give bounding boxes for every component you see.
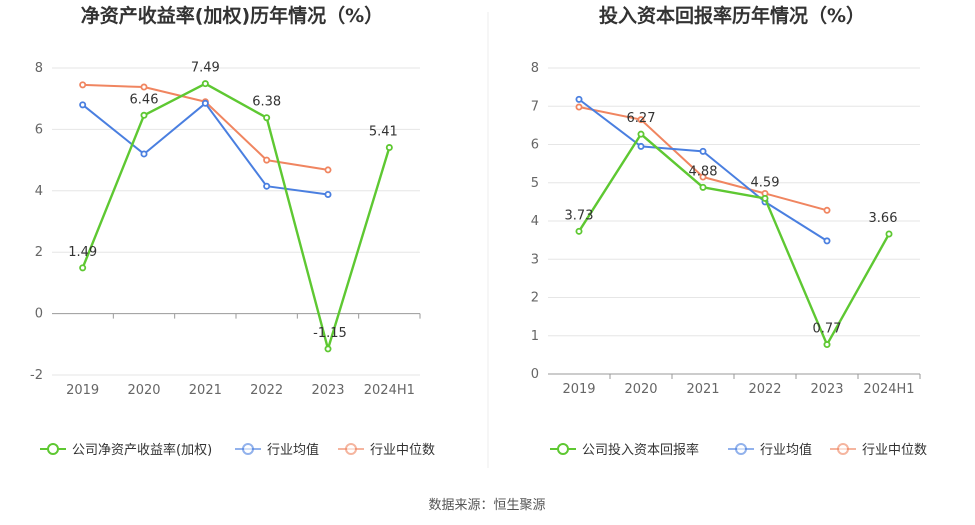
legend-marker [837,443,849,455]
roe-chart-panel: 净资产收益率(加权)历年情况（%） -2 0 2 4 6 8 2019 2020 2021 2022… [30,4,435,458]
data-label: 3.73 [565,208,594,223]
y-tick-label: 0 [35,307,43,322]
y-tick-label: 8 [35,61,43,76]
industry-average-point[interactable] [79,101,87,109]
legend-label: 公司投入资本回报率 [582,442,699,458]
roic-chart-panel: 投入资本回报率历年情况（%） 0 1 2 3 4 5 6 7 8 2019 2020 2021 2022 2… [531,4,927,458]
industry-median-point[interactable] [699,173,707,181]
company-point[interactable] [79,264,87,272]
x-tick-label: 2021 [686,382,719,397]
x-tick-label: 2020 [127,383,160,398]
y-tick-label: 2 [35,245,43,260]
x-tick-label: 2023 [810,382,843,397]
x-tick-label: 2024H1 [364,383,415,398]
company-point[interactable] [201,80,209,88]
legend-item-company[interactable]: 公司投入资本回报率 [550,442,699,458]
data-label: 7.49 [191,61,220,76]
y-tick-label: 4 [531,214,539,229]
company-point[interactable] [637,130,645,138]
data-label: 4.59 [751,175,780,190]
legend-item-industry-median[interactable]: 行业中位数 [830,443,927,458]
data-label: 0.77 [813,322,842,337]
data-label: 1.49 [68,245,97,260]
company-point[interactable] [324,345,332,353]
legend-marker [345,443,357,455]
y-tick-label: 2 [531,291,539,306]
x-tick-label: 2023 [311,383,344,398]
data-label: -1.15 [313,326,347,341]
y-tick-label: 4 [35,184,43,199]
data-source-label: 数据来源：恒生聚源 [428,498,545,513]
industry-average-point[interactable] [140,150,148,158]
company-point[interactable] [699,183,707,191]
industry-average-point[interactable] [201,99,209,107]
industry-median-point[interactable] [140,83,148,91]
company-point[interactable] [761,194,769,202]
legend-item-industry-average[interactable]: 行业均值 [728,442,812,458]
legend-item-industry-average[interactable]: 行业均值 [235,442,319,458]
y-tick-label: 8 [531,61,539,76]
legend-marker [557,443,569,455]
legend-marker [735,443,747,455]
legend-label: 行业中位数 [370,443,435,458]
industry-median-series-line [82,83,329,171]
company-point[interactable] [823,341,831,349]
legend-label: 行业均值 [760,442,812,458]
legend-label: 行业均值 [267,442,319,458]
legend-item-company[interactable]: 公司净资产收益率(加权) [40,442,212,458]
industry-median-point[interactable] [263,156,271,164]
company-point[interactable] [140,111,148,119]
company-series-line [81,82,391,351]
industry-average-series-line [82,102,329,196]
y-tick-label: 3 [531,252,539,267]
data-label: 4.88 [689,164,718,179]
chart-title: 净资产收益率(加权)历年情况（%） [81,4,383,27]
industry-median-point[interactable] [637,116,645,124]
industry-median-point[interactable] [823,206,831,214]
industry-average-point[interactable] [699,147,707,155]
y-tick-label: 5 [531,176,539,191]
y-tick-label: 1 [531,329,539,344]
data-label: 6.27 [627,111,656,126]
legend-item-industry-median[interactable]: 行业中位数 [338,443,435,458]
company-point[interactable] [575,227,583,235]
y-tick-label: 6 [35,122,43,137]
industry-average-point[interactable] [637,142,645,150]
industry-average-point[interactable] [575,95,583,103]
y-tick-label: 0 [531,367,539,382]
company-point[interactable] [263,114,271,122]
legend-label: 行业中位数 [862,443,927,458]
industry-median-point[interactable] [324,166,332,174]
company-point[interactable] [385,144,393,152]
legend-marker [47,443,59,455]
legend-label: 公司净资产收益率(加权) [72,442,212,458]
y-tick-label: 7 [531,99,539,114]
x-tick-label: 2022 [250,383,283,398]
y-tick-label: 6 [531,138,539,153]
data-label: 6.38 [252,95,281,110]
industry-average-point[interactable] [823,237,831,245]
data-label: 5.41 [369,125,398,140]
company-series-line [577,132,891,346]
data-label: 3.66 [869,211,898,226]
industry-median-point[interactable] [575,103,583,111]
x-tick-label: 2020 [624,382,657,397]
x-tick-label: 2019 [66,383,99,398]
x-tick-label: 2019 [562,382,595,397]
x-tick-label: 2022 [748,382,781,397]
industry-average-point[interactable] [263,182,271,190]
y-tick-label: -2 [30,368,43,383]
company-point[interactable] [885,230,893,238]
industry-median-point[interactable] [79,81,87,89]
legend-marker [242,443,254,455]
chart-title: 投入资本回报率历年情况（%） [599,4,865,27]
data-label: 6.46 [130,92,159,107]
industry-average-point[interactable] [324,190,332,198]
x-tick-label: 2021 [189,383,222,398]
x-tick-label: 2024H1 [863,382,914,397]
industry-median-series-line [578,106,828,212]
